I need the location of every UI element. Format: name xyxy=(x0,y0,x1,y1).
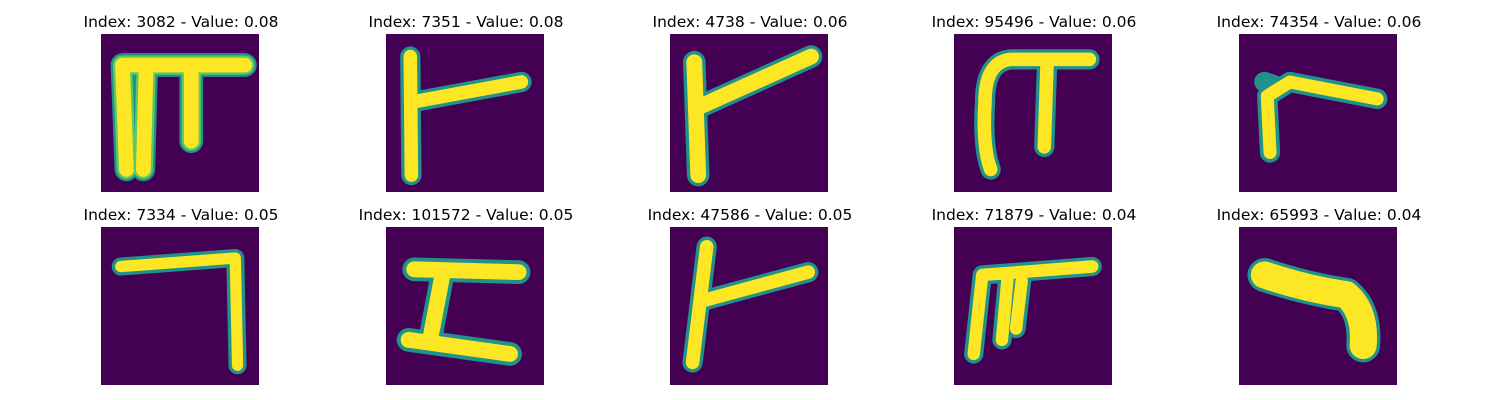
panel-6: Index: 7334 - Value: 0.05 xyxy=(51,205,311,395)
panel-8: Index: 47586 - Value: 0.05 xyxy=(620,205,880,395)
panel-title: Index: 65993 - Value: 0.04 xyxy=(1216,206,1422,224)
panel-title: Index: 4738 - Value: 0.06 xyxy=(652,13,848,31)
panel-2: Index: 7351 - Value: 0.08 xyxy=(336,12,596,202)
z-shape-glyph xyxy=(386,227,544,385)
panel-title: Index: 71879 - Value: 0.04 xyxy=(931,206,1137,224)
panel-7: Index: 101572 - Value: 0.05 xyxy=(336,205,596,395)
panel-5: Index: 74354 - Value: 0.06 xyxy=(1189,12,1449,202)
vertical-with-diagonal-glyph xyxy=(386,34,544,192)
panel-title: Index: 95496 - Value: 0.06 xyxy=(931,13,1137,31)
panel-title: Index: 7334 - Value: 0.05 xyxy=(83,206,279,224)
pi-shape-glyph xyxy=(101,34,259,192)
vertical-with-long-diagonal-glyph xyxy=(670,34,828,192)
boomerang-shape-glyph xyxy=(1239,227,1397,385)
double-leg-shape-glyph xyxy=(954,227,1112,385)
reverse-l-shape-glyph xyxy=(101,227,259,385)
arch-shape-glyph xyxy=(954,34,1112,192)
panel-title: Index: 47586 - Value: 0.05 xyxy=(647,206,853,224)
panel-4: Index: 95496 - Value: 0.06 xyxy=(904,12,1164,202)
panel-1: Index: 3082 - Value: 0.08 xyxy=(51,12,311,202)
panel-title: Index: 3082 - Value: 0.08 xyxy=(83,13,279,31)
panel-10: Index: 65993 - Value: 0.04 xyxy=(1189,205,1449,395)
panel-title: Index: 101572 - Value: 0.05 xyxy=(358,206,574,224)
panel-title: Index: 7351 - Value: 0.08 xyxy=(368,13,564,31)
panel-9: Index: 71879 - Value: 0.04 xyxy=(904,205,1164,395)
panel-3: Index: 4738 - Value: 0.06 xyxy=(620,12,880,202)
hook-shape-glyph xyxy=(1239,34,1397,192)
vertical-with-diagonal-glyph xyxy=(670,227,828,385)
panel-title: Index: 74354 - Value: 0.06 xyxy=(1216,13,1422,31)
